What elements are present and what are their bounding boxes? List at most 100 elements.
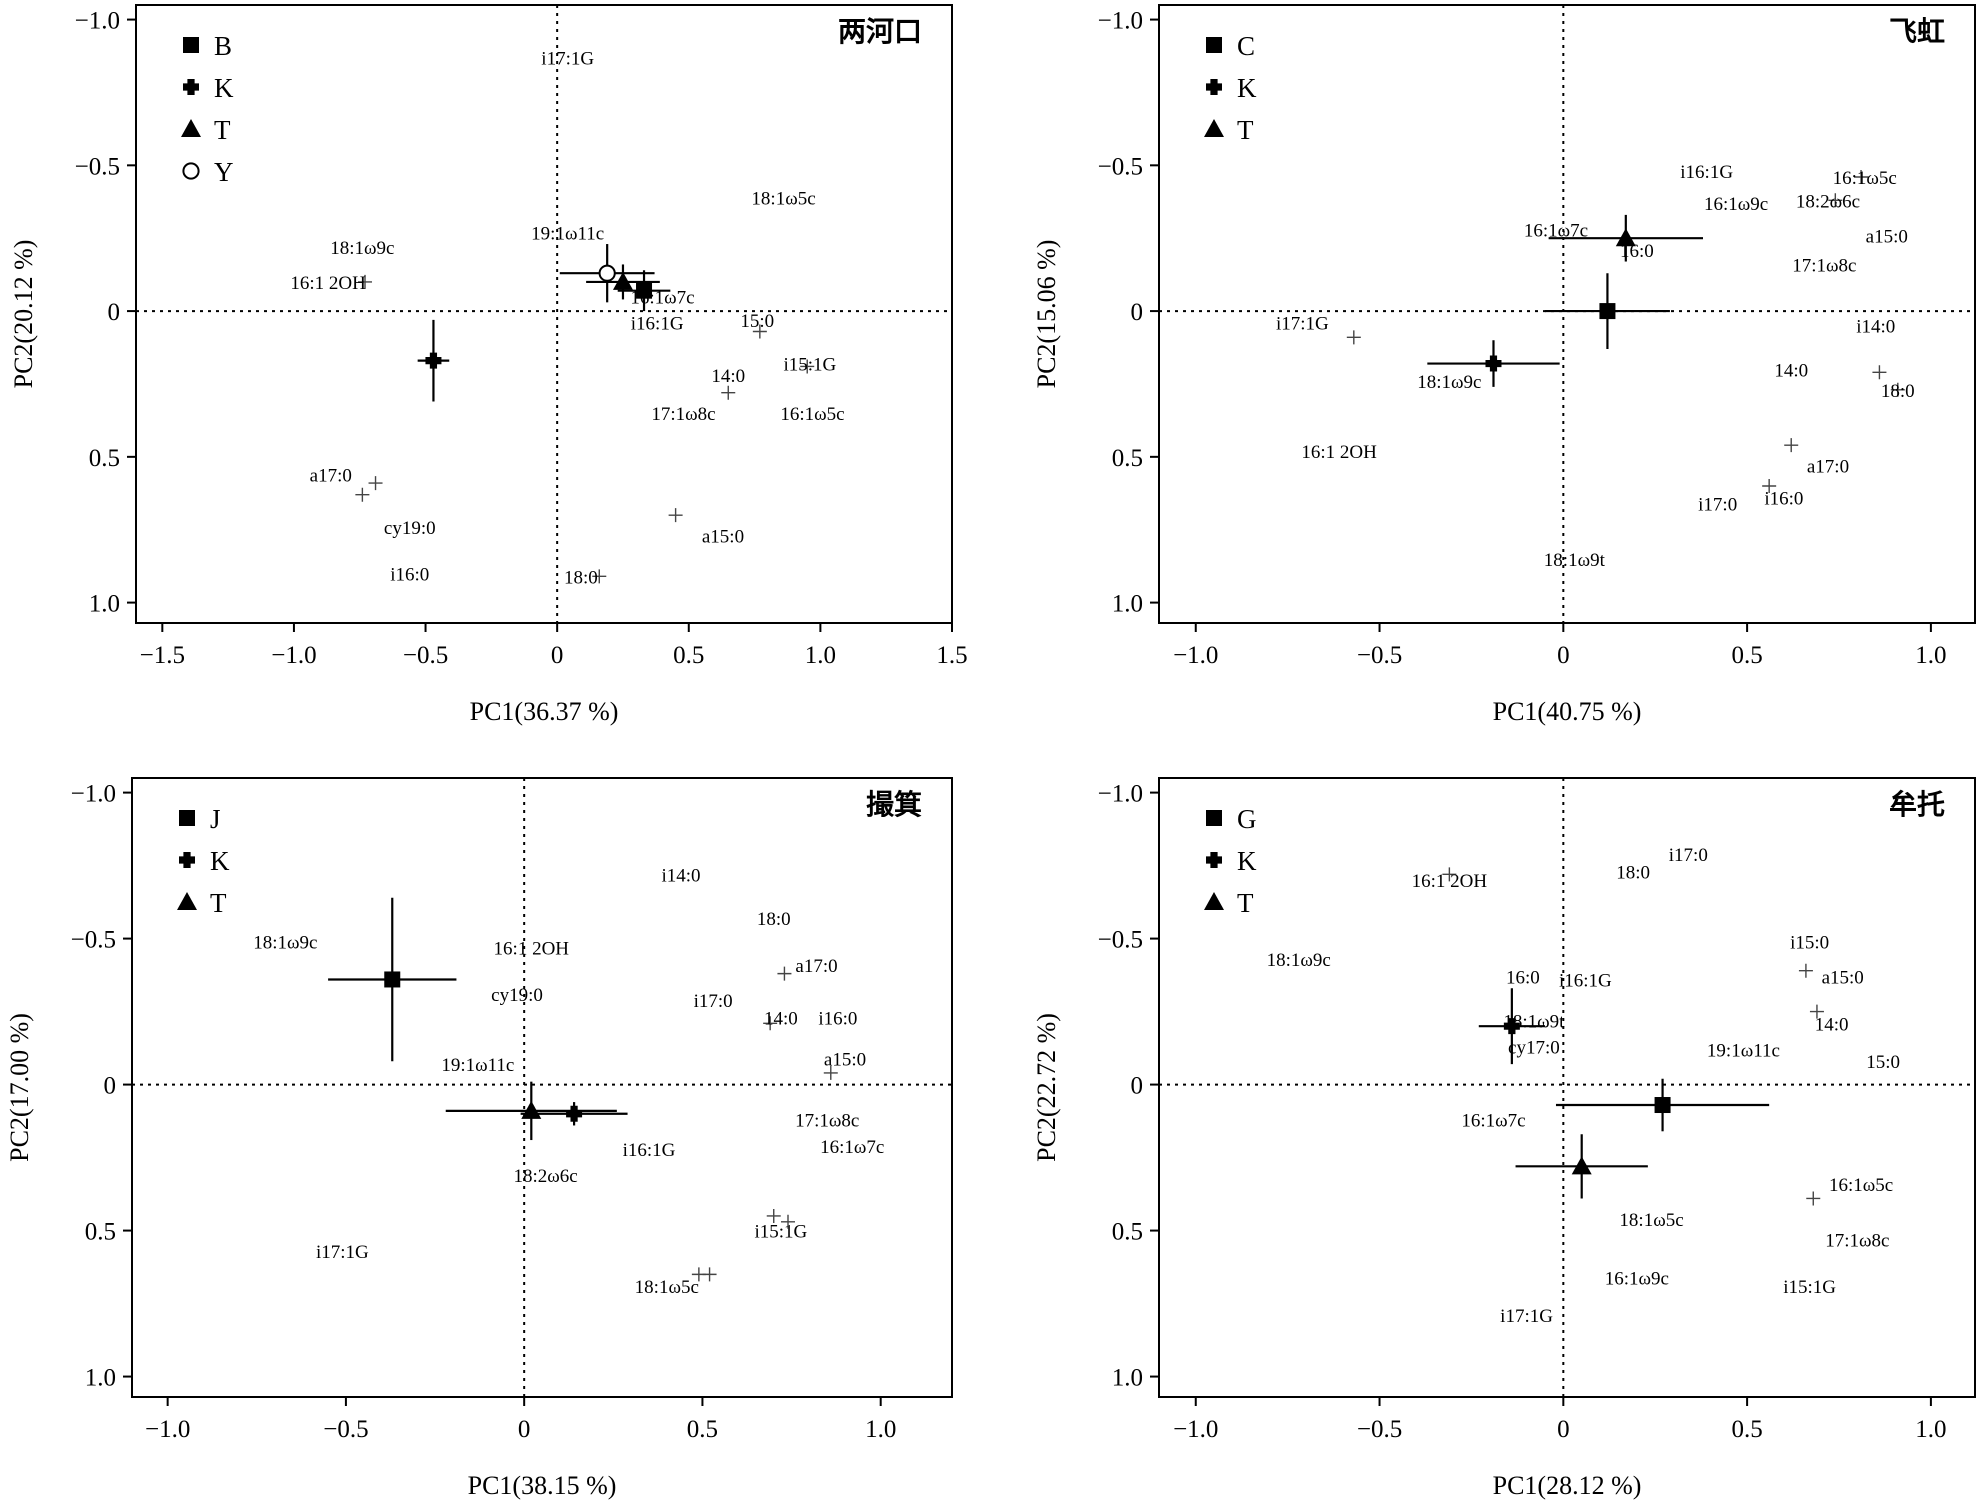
legend-label: C [1237,31,1255,61]
loading-point [1809,1004,1824,1019]
group-centroid-B [636,282,653,299]
x-tick-label: −1.0 [1173,642,1218,669]
legend-marker [183,37,199,53]
loading-point [1806,1191,1821,1206]
y-axis-title: PC2(17.00 %) [5,1013,34,1162]
loading-point [1346,330,1361,345]
variable-label: 16:1ω7c [820,1137,884,1158]
loading-point [781,1214,795,1229]
legend-marker [1206,810,1222,826]
legend-label: Y [214,157,234,187]
variable-label: 18:0 [1616,862,1650,883]
x-tick-label: −1.5 [140,642,185,669]
x-axis-title: PC1(40.75 %) [1493,697,1642,726]
group-centroid-T [612,271,633,290]
variable-label: i16:0 [818,1008,857,1029]
y-tick-label: −1.0 [1098,781,1143,808]
variable-label: 18:1ω5c [751,188,815,209]
y-tick-label: 0 [1131,1073,1144,1100]
variable-label: i16:1G [631,314,684,335]
legend-label: G [1237,804,1257,834]
variable-label: 18:1ω9c [1267,950,1331,971]
loading-point [702,1267,717,1282]
group-centroid-K [566,1105,583,1122]
variable-label: 16:1ω7c [1461,1111,1525,1132]
variable-label: 16:1 2OH [290,273,366,294]
variable-label: 18:2ω6c [1796,191,1860,212]
variable-label: 18:1ω9t [1544,550,1606,571]
variable-label: 16:1ω5c [1829,1175,1893,1196]
variable-label: cy19:0 [384,518,436,539]
x-tick-label: −0.5 [1357,1416,1402,1443]
y-tick-label: 1.0 [1112,591,1143,618]
variable-label: cy19:0 [491,985,543,1006]
legend-marker [1206,37,1222,53]
legend-marker [177,892,197,910]
loading-point [800,359,815,374]
legend-label: K [1237,846,1257,876]
variable-label: a17:0 [1807,457,1849,478]
y-tick-label: 0.5 [1112,1219,1143,1246]
variable-label: 18:1ω5c [1619,1210,1683,1231]
y-tick-label: −0.5 [1098,927,1143,954]
variable-label: i17:1G [1500,1306,1553,1327]
panel-title: 飞虹 [1889,16,1945,48]
variable-label: i14:0 [662,865,701,886]
x-tick-label: −1.0 [1173,1416,1218,1443]
loading-point [1442,867,1457,882]
variable-label: 18:2ω6c [513,1166,577,1187]
x-tick-label: 0.5 [673,642,704,669]
x-tick-label: 0.5 [687,1416,718,1443]
y-tick-label: 0.5 [89,445,120,472]
loading-point [358,274,373,289]
loading-point [1890,382,1905,397]
variable-label: 15:0 [1866,1052,1900,1073]
y-tick-label: −1.0 [1098,8,1143,35]
variable-label: i15:1G [1783,1277,1836,1298]
loading-point [1872,365,1887,380]
y-tick-label: 0 [1131,299,1144,326]
loading-point [592,569,607,584]
group-centroid-T [1615,228,1636,247]
variable-label: 17:1ω8c [651,404,715,425]
legend-marker [182,162,200,180]
variable-label: i17:1G [541,48,594,69]
variable-label: 16:1ω7c [1524,220,1588,241]
x-tick-label: −1.0 [145,1416,190,1443]
x-tick-label: 0 [518,1416,531,1443]
variable-label: a15:0 [1822,968,1864,989]
x-axis-title: PC1(36.37 %) [470,697,619,726]
loading-point [668,508,683,523]
variable-label: i14:0 [1856,317,1895,338]
variable-label: 19:1ω11c [1707,1041,1780,1062]
y-tick-label: 1.0 [85,1365,116,1392]
chart-panel: −1.0 −0.5 0 0.5 1.0 −1.0 −0.5 0 0.5 1.0 PC1(40.75 … [1032,4,1976,726]
panel-title: 牟托 [1889,788,1945,821]
x-tick-label: 1.0 [865,1416,896,1443]
x-tick-label: −0.5 [323,1416,368,1443]
loading-point [1828,193,1843,208]
x-axis-title: PC1(28.12 %) [1493,1471,1642,1500]
variable-label: a15:0 [824,1049,866,1070]
variable-label: i15:1G [754,1222,807,1243]
panel-title: 撮箕 [866,788,922,821]
chart-panel: −1.5 −1.0 −0.5 0 0.5 1.0 1.5 −1.0 −0.5 0 0.5 1.0 PC1… [9,4,968,726]
loading-point [752,324,767,339]
legend-marker [1206,852,1222,869]
variable-label: a17:0 [310,465,352,486]
y-axis-title: PC2(20.12 %) [9,240,38,389]
variable-label: 17:1ω8c [795,1111,859,1132]
variable-label: i17:0 [1669,845,1708,866]
variable-label: 14:0 [764,1008,798,1029]
group-centroid-K [425,352,442,369]
legend-marker [179,810,195,826]
x-tick-label: 0 [1557,1416,1570,1443]
legend-marker [181,119,201,137]
legend-label: T [1237,888,1254,918]
variable-label: 18:0 [757,909,791,930]
variable-label: 17:1ω8c [1792,255,1856,276]
loading-point [766,1208,781,1223]
variable-label: i16:1G [1559,970,1612,991]
legend-label: K [1237,73,1257,103]
legend-label: K [210,846,230,876]
